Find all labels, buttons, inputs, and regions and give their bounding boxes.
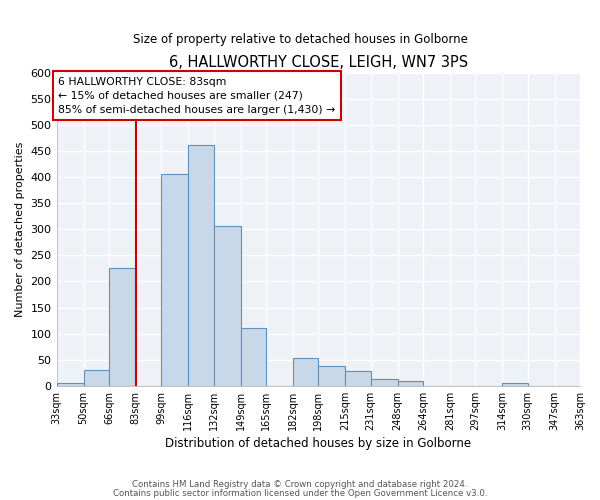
- Text: Contains public sector information licensed under the Open Government Licence v3: Contains public sector information licen…: [113, 488, 487, 498]
- Bar: [161, 174, 188, 386]
- Text: 6 HALLWORTHY CLOSE: 83sqm
← 15% of detached houses are smaller (247)
85% of semi: 6 HALLWORTHY CLOSE: 83sqm ← 15% of detac…: [58, 76, 335, 114]
- Bar: [56, 383, 83, 386]
- Bar: [502, 383, 527, 386]
- Bar: [345, 371, 371, 386]
- Bar: [293, 358, 318, 386]
- Text: Contains HM Land Registry data © Crown copyright and database right 2024.: Contains HM Land Registry data © Crown c…: [132, 480, 468, 489]
- Bar: [188, 144, 214, 386]
- Bar: [109, 268, 136, 386]
- X-axis label: Distribution of detached houses by size in Golborne: Distribution of detached houses by size …: [165, 437, 472, 450]
- Y-axis label: Number of detached properties: Number of detached properties: [15, 142, 25, 317]
- Bar: [241, 328, 266, 386]
- Text: Size of property relative to detached houses in Golborne: Size of property relative to detached ho…: [133, 32, 467, 46]
- Bar: [318, 366, 345, 386]
- Bar: [214, 226, 241, 386]
- Title: 6, HALLWORTHY CLOSE, LEIGH, WN7 3PS: 6, HALLWORTHY CLOSE, LEIGH, WN7 3PS: [169, 55, 468, 70]
- Bar: [371, 379, 398, 386]
- Bar: [83, 370, 109, 386]
- Bar: [398, 380, 423, 386]
